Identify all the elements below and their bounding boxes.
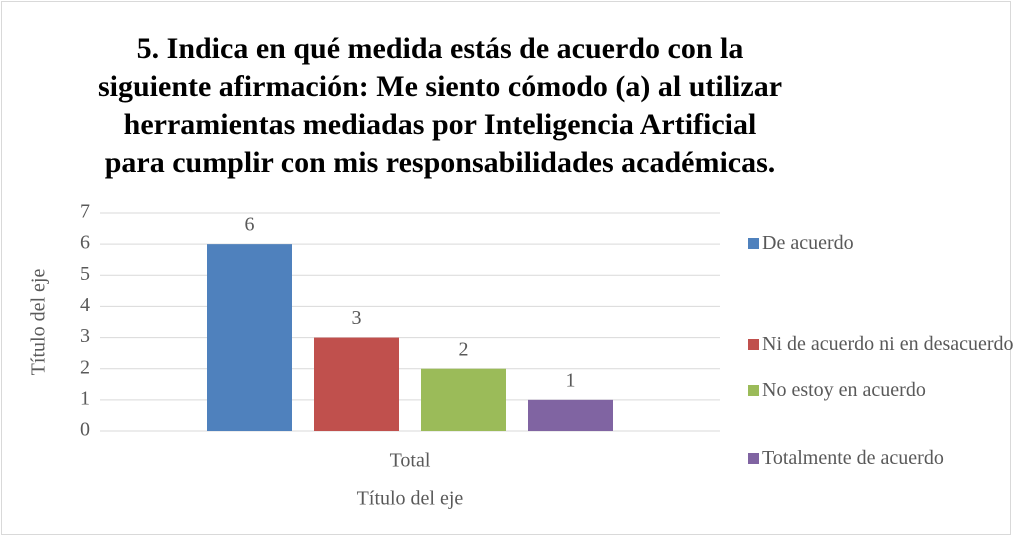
data-label: 1 (566, 369, 576, 391)
bar (528, 399, 613, 431)
legend-entry: Totalmente de acuerdo (745, 444, 1014, 472)
legend-label: Totalmente de acuerdo (762, 447, 944, 469)
legend-label: Ni de acuerdo ni en desacuerdo (762, 333, 1014, 355)
legend-entry: De acuerdo (745, 229, 1014, 257)
chart-title: 5. Indica en qué medida estás de acuerdo… (97, 32, 783, 179)
y-tick-label: 1 (80, 387, 90, 409)
y-tick-label: 2 (80, 356, 90, 378)
x-axis-title: Título del eje (357, 488, 464, 510)
y-tick-label: 6 (80, 232, 90, 254)
bar (421, 368, 506, 431)
bar (207, 244, 292, 431)
legend-label: De acuerdo (762, 232, 854, 254)
legend-entry: Ni de acuerdo ni en desacuerdo (745, 330, 1014, 358)
y-tick-label: 7 (80, 201, 90, 223)
y-tick-label: 5 (80, 263, 90, 285)
x-tick-label: Total (390, 450, 431, 472)
legend-swatch (748, 453, 759, 464)
legend-swatch (748, 339, 759, 350)
y-tick-label: 4 (80, 294, 90, 316)
data-label: 2 (459, 338, 469, 360)
data-label: 6 (245, 214, 255, 236)
legend-swatch (748, 238, 759, 249)
y-axis-title: Título del eje (28, 269, 50, 376)
data-label: 3 (352, 307, 362, 329)
bar (314, 337, 399, 431)
legend-label: No estoy en acuerdo (762, 379, 926, 401)
legend-swatch (748, 385, 759, 396)
y-tick-label: 0 (80, 419, 90, 441)
legend-entry: No estoy en acuerdo (745, 376, 1014, 404)
y-tick-label: 3 (80, 325, 90, 347)
